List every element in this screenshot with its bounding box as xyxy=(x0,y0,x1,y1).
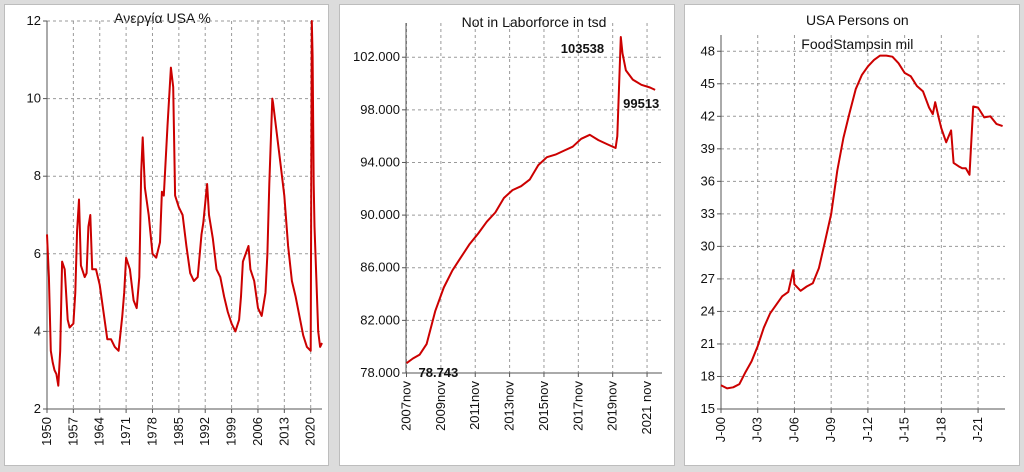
y-tick-label: 24 xyxy=(701,303,715,318)
x-tick-label: 1999 xyxy=(224,417,239,446)
x-tick-label: 1985 xyxy=(171,417,186,446)
x-tick-label: 2015nov xyxy=(536,381,551,431)
x-tick-label: J-09 xyxy=(823,417,838,442)
y-tick-label: 78.000 xyxy=(360,365,400,380)
chart-title: Not in Laborforce in tsd xyxy=(462,14,607,30)
unemployment-chart: Ανεργία USA % 2 4 6 8 10 12 1950 1957 1964 1971 197… xyxy=(27,10,323,446)
series-line xyxy=(405,36,656,365)
x-tick-label: J-06 xyxy=(786,417,801,442)
y-tick-label: 39 xyxy=(701,141,715,156)
unemployment-chart-panel: Ανεργία USA % 2 4 6 8 10 12 1950 1957 1964 1971 197… xyxy=(4,4,329,466)
x-tick-label: 2013 xyxy=(276,417,291,446)
y-tick-label: 90.000 xyxy=(360,207,400,222)
y-tick-label: 27 xyxy=(701,271,715,286)
series-line xyxy=(46,20,323,387)
x-tick-label: 2019nov xyxy=(605,381,620,431)
y-tick-label: 18 xyxy=(701,368,715,383)
x-tick-label: 2007nov xyxy=(399,381,414,431)
y-tick-label: 48 xyxy=(701,43,715,58)
x-tick-label: J-00 xyxy=(713,417,728,442)
x-tick-label: 1950 xyxy=(39,417,54,446)
not-in-laborforce-chart-panel: Not in Laborforce in tsd 78.000 82.000 86.0… xyxy=(339,4,675,466)
chart-title: USA Persons on xyxy=(806,12,909,28)
data-label: 103538 xyxy=(561,41,604,56)
chart-title: Ανεργία USA % xyxy=(114,10,211,26)
y-tick-label: 102.000 xyxy=(353,49,400,64)
x-tick-label: 2011nov xyxy=(467,381,482,430)
y-tick-label: 15 xyxy=(701,401,715,416)
y-tick-label: 6 xyxy=(34,246,41,261)
x-tick-label: 1964 xyxy=(92,417,107,446)
x-tick-label: 2013nov xyxy=(502,381,517,431)
x-tick-label: 1978 xyxy=(144,417,159,446)
x-tick-label: 1971 xyxy=(118,417,133,446)
y-tick-label: 2 xyxy=(34,401,41,416)
y-tick-label: 30 xyxy=(701,238,715,253)
y-tick-label: 8 xyxy=(34,168,41,183)
data-label: 99513 xyxy=(623,96,659,111)
data-label: 78.743 xyxy=(419,365,459,380)
x-tick-label: J-03 xyxy=(750,417,765,442)
x-tick-label: 2009nov xyxy=(433,381,448,431)
x-tick-label: J-18 xyxy=(933,417,948,442)
y-tick-label: 86.000 xyxy=(360,260,400,275)
x-tick-label: J-21 xyxy=(970,417,985,442)
x-tick-label: 1957 xyxy=(65,417,80,446)
not-in-laborforce-chart: Not in Laborforce in tsd 78.000 82.000 86.0… xyxy=(353,14,662,435)
y-tick-label: 4 xyxy=(34,323,41,338)
y-tick-label: 33 xyxy=(701,206,715,221)
x-tick-label: J-15 xyxy=(897,417,912,442)
y-tick-label: 82.000 xyxy=(360,312,400,327)
y-tick-label: 98.000 xyxy=(360,102,400,117)
x-tick-label: 2006 xyxy=(250,417,265,446)
x-tick-label: 2017nov xyxy=(570,381,585,431)
x-tick-label: 2021 nov xyxy=(639,381,654,435)
x-tick-label: 1992 xyxy=(197,417,212,446)
food-stamps-chart: USA Persons on FoodStampsin mil 15 18 21 24 27… xyxy=(701,12,1005,442)
food-stamps-chart-panel: USA Persons on FoodStampsin mil 15 18 21 24 27… xyxy=(684,4,1020,466)
y-tick-label: 12 xyxy=(27,13,41,28)
chart-title: FoodStampsin mil xyxy=(801,36,913,52)
x-tick-label: 2020 xyxy=(303,417,318,446)
y-tick-label: 21 xyxy=(701,336,715,351)
y-tick-label: 94.000 xyxy=(360,154,400,169)
y-tick-label: 36 xyxy=(701,173,715,188)
y-tick-label: 45 xyxy=(701,76,715,91)
y-tick-label: 42 xyxy=(701,108,715,123)
y-tick-label: 10 xyxy=(27,91,41,106)
x-tick-label: J-12 xyxy=(860,417,875,442)
series-line xyxy=(720,54,1003,390)
